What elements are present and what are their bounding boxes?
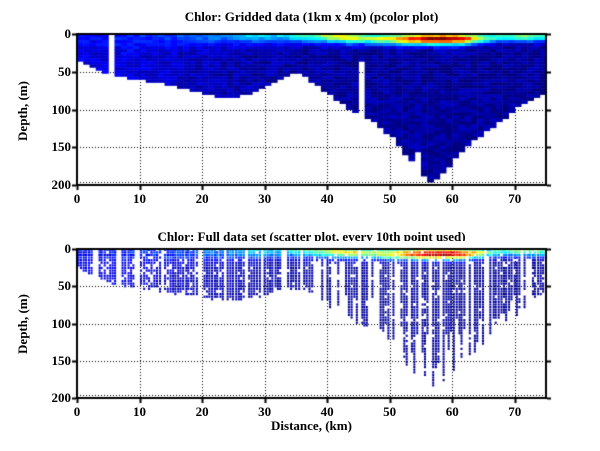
plot2-y-tick-0: 0 xyxy=(64,241,72,256)
plot1-x-tick-60: 60 xyxy=(445,191,459,206)
pcolor-plot-title: Chlor: Gridded data (1km x 4m) (pcolor p… xyxy=(184,9,439,24)
scatter-y-axis-label: Depth, (m) xyxy=(15,294,30,354)
scatter-plot-canvas xyxy=(69,241,554,406)
plot1-x-tick-40: 40 xyxy=(320,191,334,206)
plot1-y-tick-150: 150 xyxy=(51,139,72,155)
plot1-x-tick-30: 30 xyxy=(258,191,272,206)
plot2-x-tick-30: 30 xyxy=(258,404,272,419)
plot1-y-tick-200: 200 xyxy=(51,177,72,192)
plot2-x-tick-40: 40 xyxy=(320,404,334,419)
plot2-y-tick-100: 100 xyxy=(51,315,72,331)
pcolor-y-axis-label: Depth, (m) xyxy=(15,81,30,141)
plot1-x-tick-10: 10 xyxy=(133,191,147,206)
plot1-y-tick-50: 50 xyxy=(58,63,71,79)
plot2-y-tick-50: 50 xyxy=(58,278,71,294)
plot2-x-tick-10: 10 xyxy=(133,404,147,419)
plot2-y-tick-150: 150 xyxy=(51,352,72,368)
plot1-y-tick-0: 0 xyxy=(64,26,72,41)
scatter-plot-title: Chlor: Full data set (scatter plot, ever… xyxy=(157,229,466,244)
plot2-y-tick-200: 200 xyxy=(51,390,72,405)
plot2-x-tick-70: 70 xyxy=(508,404,522,419)
plot1-y-tick-100: 100 xyxy=(51,101,72,117)
pcolor-plot-canvas xyxy=(69,26,554,193)
plot2-x-tick-60: 60 xyxy=(445,404,459,419)
plot1-x-tick-70: 70 xyxy=(508,191,522,206)
plot2-x-tick-0: 0 xyxy=(73,404,81,419)
plot2-x-tick-50: 50 xyxy=(383,404,397,419)
plot1-x-tick-0: 0 xyxy=(73,191,81,206)
plot2-x-tick-20: 20 xyxy=(195,404,209,419)
plot1-x-tick-20: 20 xyxy=(195,191,209,206)
x-axis-label: Distance, (km) xyxy=(271,418,352,433)
plot1-x-tick-50: 50 xyxy=(383,191,397,206)
